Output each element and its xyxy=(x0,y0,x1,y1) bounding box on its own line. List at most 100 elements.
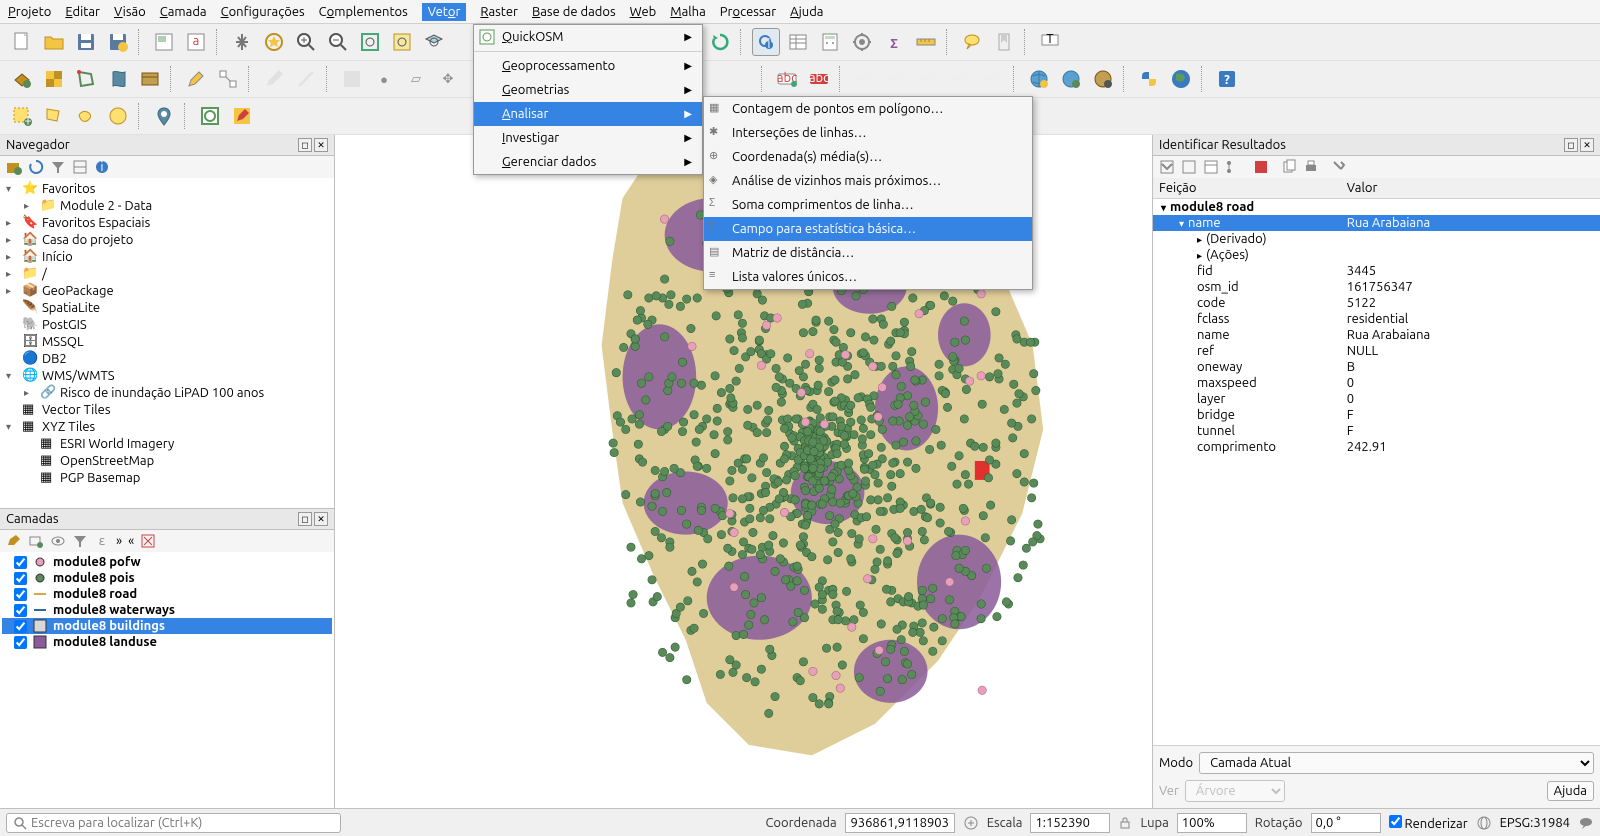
calculator-icon[interactable] xyxy=(816,28,844,56)
open-icon[interactable] xyxy=(40,28,68,56)
new-virtual-icon[interactable] xyxy=(136,65,164,93)
vetor-menu-item[interactable]: Geometrias▶ xyxy=(474,78,702,102)
identify-col1[interactable]: Feição xyxy=(1153,178,1341,199)
layers-visibility-icon[interactable] xyxy=(50,533,66,549)
refresh-icon[interactable] xyxy=(706,28,734,56)
new-project-icon[interactable] xyxy=(8,28,36,56)
osm-edit-icon[interactable] xyxy=(228,102,256,130)
layer-item[interactable]: module8 waterways xyxy=(2,602,332,618)
identify-collapse-icon[interactable] xyxy=(1181,159,1197,175)
browser-item[interactable]: ▦OpenStreetMap xyxy=(2,452,332,469)
coord-input[interactable] xyxy=(845,813,955,833)
globe3-icon[interactable] xyxy=(1089,65,1117,93)
identify-row[interactable]: ▸(Ações) xyxy=(1153,247,1600,263)
layers-close-icon[interactable]: ✕ xyxy=(314,512,328,526)
browser-collapse-icon[interactable] xyxy=(72,159,88,175)
identify-copy-icon[interactable] xyxy=(1281,159,1297,175)
identify-row[interactable]: ▸(Derivado) xyxy=(1153,231,1600,247)
browser-undock-icon[interactable]: ◻ xyxy=(298,138,312,152)
identify-row[interactable]: osm_id161756347 xyxy=(1153,279,1600,295)
layers-tree[interactable]: module8 pofwmodule8 poismodule8 roadmodu… xyxy=(0,552,334,808)
raster-open-icon[interactable] xyxy=(40,65,68,93)
layer-item[interactable]: module8 landuse xyxy=(2,634,332,650)
edit-vertex-icon[interactable] xyxy=(214,65,242,93)
menu-editar[interactable]: Editar xyxy=(65,5,100,19)
browser-item[interactable]: ▸🏠Início xyxy=(2,248,332,265)
identify-row[interactable]: ▾nameRua Arabaiana xyxy=(1153,215,1600,231)
toolbox-icon[interactable] xyxy=(848,28,876,56)
identify-undock-icon[interactable]: ◻ xyxy=(1564,138,1578,152)
earth-icon[interactable] xyxy=(1167,65,1195,93)
layers-undock-icon[interactable]: ◻ xyxy=(298,512,312,526)
zoom-in-icon[interactable] xyxy=(292,28,320,56)
identify-print-icon[interactable] xyxy=(1303,159,1319,175)
layers-filter-icon[interactable] xyxy=(72,533,88,549)
label-abc-icon[interactable]: abc xyxy=(773,65,801,93)
python-icon[interactable] xyxy=(1135,65,1163,93)
new-shapefile-icon[interactable] xyxy=(72,65,100,93)
select-poly-icon[interactable] xyxy=(40,102,68,130)
identify-row[interactable]: bridgeF xyxy=(1153,407,1600,423)
zoom-selection-icon[interactable] xyxy=(388,28,416,56)
identify-row[interactable]: nameRua Arabaiana xyxy=(1153,327,1600,343)
layer-item[interactable]: module8 pois xyxy=(2,570,332,586)
lock-icon[interactable] xyxy=(1118,816,1132,830)
rot-input[interactable] xyxy=(1311,813,1381,833)
pin-icon[interactable] xyxy=(150,102,178,130)
identify-row[interactable]: code5122 xyxy=(1153,295,1600,311)
browser-item[interactable]: 🪶SpatiaLite xyxy=(2,299,332,316)
layers-style-icon[interactable] xyxy=(6,533,22,549)
bookmark-icon[interactable] xyxy=(990,28,1018,56)
vetor-menu-item[interactable]: Geoprocessamento▶ xyxy=(474,54,702,78)
identify-row[interactable]: fclassresidential xyxy=(1153,311,1600,327)
locator[interactable] xyxy=(6,813,341,833)
browser-item[interactable]: ▾🌐WMS/WMTS xyxy=(2,367,332,384)
menu-raster[interactable]: Raster xyxy=(480,5,518,19)
browser-properties-icon[interactable]: i xyxy=(94,159,110,175)
identify-row[interactable]: comprimento242.91 xyxy=(1153,439,1600,455)
identify-expand-icon[interactable] xyxy=(1159,159,1175,175)
vetor-menu-item[interactable]: QuickOSM▶ xyxy=(474,25,702,49)
identify-col2[interactable]: Valor xyxy=(1341,178,1600,199)
menu-processar[interactable]: Processar xyxy=(720,5,776,19)
messages-icon[interactable] xyxy=(1578,815,1594,831)
menu-web[interactable]: Web xyxy=(630,5,657,19)
layers-add-group-icon[interactable] xyxy=(28,533,44,549)
layout-manager-icon[interactable]: a xyxy=(182,28,210,56)
tips-icon[interactable] xyxy=(958,28,986,56)
sigma-icon[interactable]: Σ xyxy=(880,28,908,56)
vetor-menu-item[interactable]: Gerenciar dados▶ xyxy=(474,150,702,174)
identify-row[interactable]: fid3445 xyxy=(1153,263,1600,279)
menu-complementos[interactable]: Complementos xyxy=(319,5,408,19)
quickosm-icon[interactable] xyxy=(196,102,224,130)
modo-select[interactable]: Camada Atual xyxy=(1199,752,1594,774)
epsg-label[interactable]: EPSG:31984 xyxy=(1500,816,1570,830)
label-abc2-icon[interactable]: abc xyxy=(805,65,833,93)
saveas-icon[interactable] xyxy=(104,28,132,56)
browser-item[interactable]: ▸🔖Favoritos Espaciais xyxy=(2,214,332,231)
analisar-menu-item[interactable]: ≡Lista valores únicos… xyxy=(704,265,1032,289)
zoom-layer-icon[interactable] xyxy=(420,28,448,56)
lupa-input[interactable] xyxy=(1177,813,1247,833)
select-radius-icon[interactable] xyxy=(104,102,132,130)
identify-row[interactable]: onewayB xyxy=(1153,359,1600,375)
layers-expand-icon[interactable]: » xyxy=(116,534,122,548)
vector-open-icon[interactable] xyxy=(8,65,36,93)
measure-icon[interactable] xyxy=(912,28,940,56)
menu-config[interactable]: Configurações xyxy=(221,5,305,19)
analisar-menu-item[interactable]: ✱Interseções de linhas… xyxy=(704,121,1032,145)
browser-add-icon[interactable] xyxy=(6,159,22,175)
browser-item[interactable]: ▾▦XYZ Tiles xyxy=(2,418,332,435)
identify-settings-icon[interactable] xyxy=(1331,159,1347,175)
layers-remove-icon[interactable] xyxy=(140,533,156,549)
browser-item[interactable]: 🔵DB2 xyxy=(2,350,332,367)
vetor-menu-item[interactable]: Investigar▶ xyxy=(474,126,702,150)
browser-filter-icon[interactable] xyxy=(50,159,66,175)
menu-ajuda[interactable]: Ajuda xyxy=(790,5,823,19)
identify-tree-icon[interactable] xyxy=(1225,159,1241,175)
browser-item[interactable]: ▸🔗Risco de inundação LiPAD 100 anos xyxy=(2,384,332,401)
menu-db[interactable]: Base de dados xyxy=(532,5,616,19)
save-icon[interactable] xyxy=(72,28,100,56)
browser-item[interactable]: ▦ESRI World Imagery xyxy=(2,435,332,452)
identify-row[interactable]: tunnelF xyxy=(1153,423,1600,439)
